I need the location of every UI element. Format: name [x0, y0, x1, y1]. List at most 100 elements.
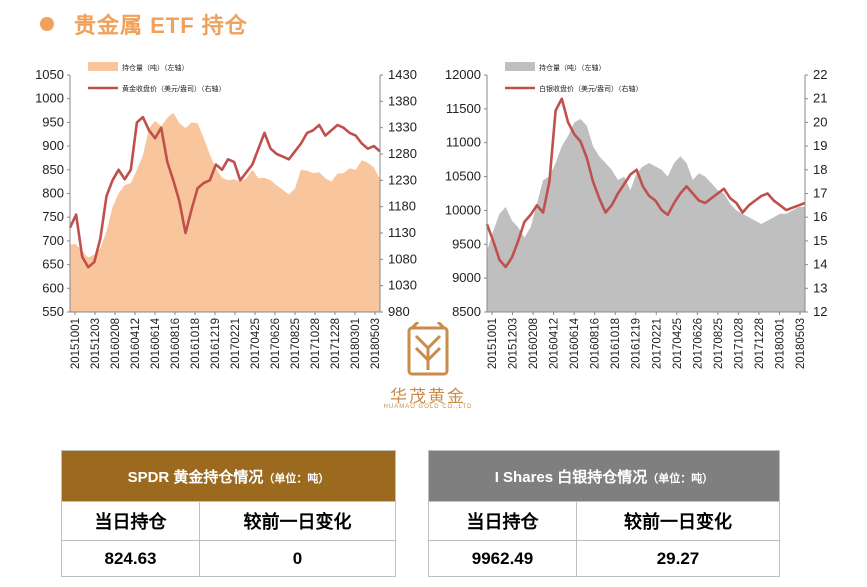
gold-legend-area-swatch: [88, 62, 118, 71]
gold-right-tick-label: 1380: [388, 93, 417, 108]
silver-x-tick-label: 20161219: [631, 318, 643, 369]
silver-x-tick-label: 20151203: [508, 318, 520, 369]
gold-right-tick-label: 1280: [388, 146, 417, 161]
gold-holdings-table: SPDR 黄金持仓情况（单位：吨） 当日持仓 较前一日变化 824.63 0: [61, 450, 396, 577]
page-header: 贵金属 ETF 持仓: [40, 8, 248, 40]
silver-x-tick-label: 20171028: [733, 318, 745, 369]
gold-x-tick-label: 20160208: [110, 318, 122, 369]
gold-right-tick-label: 1030: [388, 278, 417, 293]
silver-x-tick-label: 20171228: [754, 318, 766, 369]
silver-x-tick-label: 20180503: [795, 318, 807, 369]
gold-x-tick-label: 20170626: [270, 318, 282, 369]
gold-table-unit: （单位：吨）: [263, 472, 330, 485]
gold-right-tick-label: 980: [388, 304, 410, 319]
gold-left-tick-label: 850: [42, 162, 64, 177]
silver-left-tick-label: 11000: [446, 135, 481, 150]
gold-legend-line-label: 黄金收盘价（美元/盎司）（右轴）: [122, 84, 225, 93]
silver-price-line: [485, 97, 806, 269]
gold-etf-chart: 550 600 650 700 750 800 850 900 950 1000 1050 980 10…: [35, 62, 827, 369]
gold-x-tick-label: 20170425: [250, 318, 262, 369]
gold-col-change-label: 较前一日变化: [199, 501, 396, 541]
brand-name-cn: 华茂黄金: [390, 387, 466, 407]
silver-table-title: I Shares 白银持仓情况: [494, 468, 648, 486]
silver-right-tick-label: 18: [813, 162, 827, 177]
gold-holdings-area: [70, 112, 380, 313]
gold-left-tick-label: 550: [42, 304, 64, 319]
gold-x-tick-label: 20160614: [150, 317, 162, 369]
silver-left-tick-label: 9000: [452, 270, 481, 285]
silver-left-tick-label: 11500: [446, 101, 481, 116]
silver-right-tick-label: 12: [813, 304, 827, 319]
page-title: 贵金属 ETF 持仓: [74, 13, 248, 38]
silver-x-tick-label: 20170626: [692, 318, 704, 369]
gold-legend-area-label: 持仓量（吨）（左轴）: [122, 63, 189, 72]
silver-x-tick-label: 20161018: [610, 318, 622, 369]
bullet-dot-icon: [40, 17, 54, 31]
gold-x-tick-label: 20161219: [210, 318, 222, 369]
gold-x-tick-label: 20151001: [70, 318, 82, 369]
silver-right-tick-label: 13: [813, 280, 827, 295]
gold-right-tick-label: 1130: [388, 225, 416, 240]
silver-col-change-label: 较前一日变化: [576, 501, 780, 541]
silver-right-tick-label: 21: [813, 91, 827, 106]
gold-left-tick-label: 750: [42, 209, 64, 224]
silver-legend-area-label: 持仓量（吨）（左轴）: [539, 63, 606, 72]
gold-left-tick-label: 900: [42, 138, 64, 153]
gold-table-header: SPDR 黄金持仓情况（单位：吨）: [61, 450, 396, 502]
gold-x-tick-label: 20151203: [90, 318, 102, 369]
gold-x-tick-label: 20171228: [330, 318, 342, 369]
gold-col-holding-label: 当日持仓: [61, 501, 200, 541]
gold-left-tick-label: 1050: [35, 67, 64, 82]
gold-left-tick-label: 650: [42, 257, 64, 272]
silver-right-tick-label: 17: [813, 186, 827, 201]
gold-right-tick-label: 1230: [388, 172, 417, 187]
silver-legend-line-label: 白银收盘价（美元/盎司）（右轴）: [539, 84, 642, 93]
silver-right-tick-label: 14: [813, 257, 827, 272]
gold-x-tick-label: 20180301: [350, 318, 362, 369]
silver-right-tick-label: 19: [813, 138, 827, 153]
gold-right-tick-label: 1180: [388, 199, 416, 214]
silver-x-tick-label: 20180301: [774, 318, 786, 369]
gold-x-tick-label: 20170825: [290, 318, 302, 369]
silver-left-tick-label: 12000: [445, 67, 481, 82]
silver-change-value: 29.27: [576, 540, 780, 577]
gold-change-value: 0: [199, 540, 396, 577]
gold-x-tick-label: 20171028: [310, 318, 322, 369]
huamao-logo-icon: [407, 322, 449, 376]
silver-col-holding-label: 当日持仓: [428, 501, 577, 541]
silver-right-tick-label: 22: [813, 67, 827, 82]
silver-holding-value: 9962.49: [428, 540, 577, 577]
gold-left-tick-label: 950: [42, 114, 64, 129]
silver-right-tick-label: 16: [813, 209, 827, 224]
silver-table-header: I Shares 白银持仓情况（单位：吨）: [428, 450, 780, 502]
gold-right-tick-label: 1430: [388, 67, 417, 82]
silver-left-tick-label: 8500: [452, 304, 481, 319]
silver-left-tick-label: 9500: [452, 236, 481, 251]
silver-right-tick-label: 20: [813, 114, 827, 129]
brand-name-en: HUAMAO GOLD CO.,LTD: [383, 404, 473, 410]
gold-right-tick-label: 1080: [388, 251, 417, 266]
silver-x-tick-label: 20160412: [549, 318, 561, 369]
silver-x-tick-label: 20160816: [590, 318, 602, 369]
gold-left-tick-label: 1000: [35, 91, 64, 106]
gold-x-tick-label: 20180503: [370, 318, 382, 369]
gold-left-tick-label: 600: [42, 280, 64, 295]
silver-x-tick-label: 20170425: [672, 318, 684, 369]
gold-x-tick-label: 20170221: [230, 318, 242, 369]
gold-table-title: SPDR 黄金持仓情况: [127, 468, 264, 486]
gold-left-tick-label: 700: [42, 233, 64, 248]
silver-x-tick-label: 20151001: [487, 318, 499, 369]
gold-x-tick-label: 20161018: [190, 318, 202, 369]
silver-left-tick-label: 10500: [445, 169, 481, 184]
silver-x-tick-label: 20160614: [569, 317, 581, 369]
silver-left-tick-label: 10000: [445, 202, 481, 217]
gold-right-tick-label: 1330: [388, 120, 417, 135]
gold-x-tick-label: 20160816: [170, 318, 182, 369]
silver-right-tick-label: 15: [813, 233, 827, 248]
silver-x-tick-label: 20170825: [713, 318, 725, 369]
silver-holdings-table: I Shares 白银持仓情况（单位：吨） 当日持仓 较前一日变化 9962.4…: [428, 450, 780, 577]
silver-table-unit: （单位：吨）: [647, 472, 714, 485]
gold-left-tick-label: 800: [42, 186, 64, 201]
silver-x-tick-label: 20160208: [528, 318, 540, 369]
silver-holdings-area: [487, 119, 805, 312]
